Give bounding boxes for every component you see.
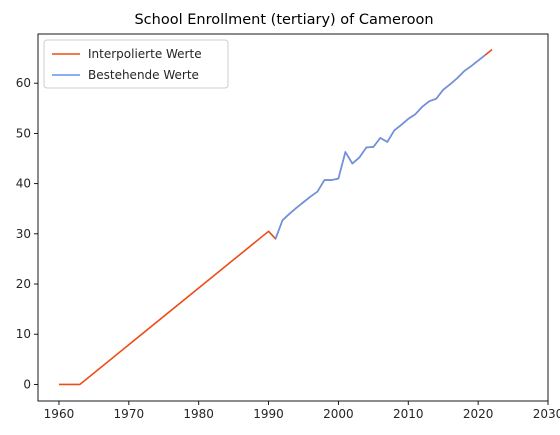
legend-box <box>43 39 229 89</box>
x-tick-label: 2000 <box>323 407 354 421</box>
y-tick-label: 30 <box>16 227 31 241</box>
x-tick-label: 1970 <box>114 407 145 421</box>
x-tick-label: 2010 <box>393 407 424 421</box>
legend-label-2: Bestehende Werte <box>88 68 199 82</box>
y-tick-label: 40 <box>16 177 31 191</box>
x-tick-label: 2030 <box>533 407 560 421</box>
series-line-2 <box>274 54 486 240</box>
plot-frame <box>37 33 549 402</box>
chart-title: School Enrollment (tertiary) of Cameroon <box>134 12 433 28</box>
x-tick-label: 1980 <box>183 407 214 421</box>
plot-area <box>58 48 493 386</box>
legend-label-1: Interpolierte Werte <box>88 47 202 61</box>
x-tick-label: 2020 <box>463 407 494 421</box>
y-tick-label: 20 <box>16 277 31 291</box>
x-tick-label: 1960 <box>44 407 75 421</box>
y-tick-label: 60 <box>16 76 31 90</box>
axes: 1960 1970 1980 1990 2000 2010 2020 203001020304… <box>16 76 560 421</box>
x-tick-label: 1990 <box>253 407 284 421</box>
y-tick-label: 10 <box>16 327 31 341</box>
legend: Interpolierte Werte Bestehende Werte <box>43 39 229 89</box>
y-tick-label: 50 <box>16 126 31 140</box>
series-line-1 <box>58 48 493 386</box>
y-tick-label: 0 <box>23 377 31 391</box>
